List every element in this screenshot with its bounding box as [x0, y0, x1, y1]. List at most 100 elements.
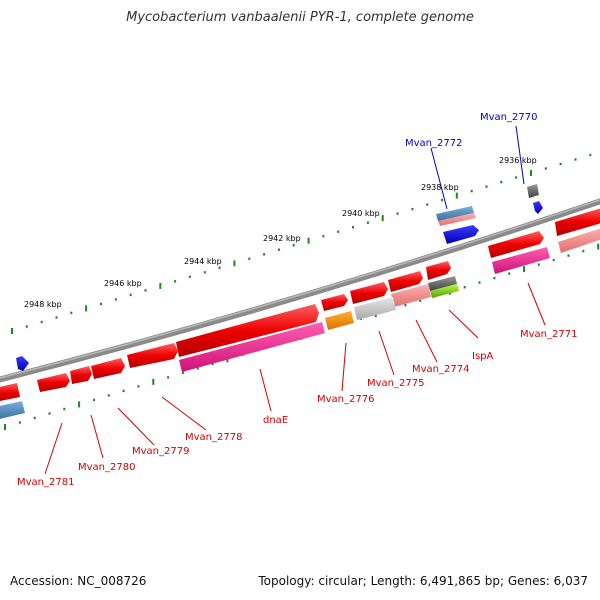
minor-tick [18, 421, 21, 424]
gene-arrow-right-edge-rna[interactable] [558, 227, 600, 253]
minor-tick [441, 198, 443, 202]
minor-tick [188, 275, 191, 278]
gene-arrow-left-edge-steel[interactable] [0, 401, 25, 420]
gene-arrow-mvan-2774-rna[interactable] [428, 276, 457, 291]
gene-arrow-mvan-2776[interactable] [350, 282, 388, 304]
major-tick [4, 424, 6, 430]
gene-arrow-mvan-2772-rna[interactable] [438, 213, 476, 226]
minor-tick [508, 272, 511, 275]
gene-arrow-mvan-2771-rna[interactable] [492, 247, 550, 274]
genome-backbone-highlight [0, 199, 600, 379]
gene-arrow-mvan-2781[interactable] [37, 373, 70, 392]
gene-arrow-small-red[interactable] [321, 294, 348, 311]
minor-tick [419, 299, 422, 302]
minor-tick [181, 371, 184, 375]
gene-label-mvan-2780[interactable]: Mvan_2780 [78, 462, 135, 473]
gene-arrow-mvan-2775-rna[interactable] [391, 284, 431, 307]
minor-tick [174, 280, 177, 283]
minor-tick [567, 254, 570, 257]
minor-tick [574, 158, 577, 161]
gene-arrow-mvan-2774[interactable] [430, 284, 459, 298]
major-tick [523, 266, 525, 273]
major-tick [78, 401, 81, 408]
minor-tick [515, 176, 518, 179]
gene-label-mvan-2776[interactable]: Mvan_2776 [317, 394, 374, 405]
minor-tick [218, 266, 221, 269]
minor-tick [589, 153, 592, 157]
gene-arrow-blue-left[interactable] [16, 356, 29, 371]
gene-label-dnae[interactable]: dnaE [263, 415, 288, 426]
major-tick [530, 170, 532, 176]
gene-arrow-dnae[interactable] [176, 304, 319, 357]
minor-tick [277, 248, 280, 251]
minor-tick [493, 276, 496, 280]
minor-tick [485, 185, 488, 188]
gene-label-mvan-2775[interactable]: Mvan_2775 [367, 378, 424, 389]
gene-arrow-mvan-2772[interactable] [436, 206, 474, 221]
gene-label-mvan-2774[interactable]: Mvan_2774 [412, 364, 469, 375]
gene-arrow-mvan-2776-rna[interactable] [354, 297, 396, 320]
gene-arrow-mvan-2770[interactable] [527, 184, 539, 198]
leader-line [259, 368, 272, 412]
leader-line [430, 147, 448, 210]
minor-tick [107, 394, 110, 397]
minor-tick [203, 271, 206, 274]
minor-tick [470, 189, 473, 193]
accession-text: Accession: NC_008726 [10, 574, 147, 588]
gene-label-ispa[interactable]: IspA [472, 351, 494, 362]
leader-line [341, 342, 347, 392]
gene-arrow-right-edge[interactable] [555, 207, 600, 236]
major-tick [85, 305, 88, 312]
minor-tick [404, 304, 407, 307]
gene-arrow-ispa[interactable] [426, 261, 451, 280]
minor-tick [40, 320, 43, 324]
minor-tick [426, 203, 429, 206]
gene-label-mvan-2771[interactable]: Mvan_2771 [520, 329, 577, 340]
minor-tick [582, 249, 585, 253]
minor-tick [211, 362, 214, 365]
leader-line [448, 309, 479, 339]
gene-arrow-left-edge[interactable] [0, 383, 20, 402]
minor-tick [122, 389, 125, 393]
minor-tick [463, 286, 466, 289]
gene-arrow-blue-small[interactable] [443, 225, 479, 244]
gene-arrow-dnae-rna[interactable] [179, 322, 325, 372]
gene-label-mvan-2778[interactable]: Mvan_2778 [185, 432, 242, 443]
kbp-label: 2938 kbp [421, 183, 459, 192]
gene-arrow-mvan-2778[interactable] [127, 343, 178, 368]
kbp-label: 2948 kbp [24, 300, 62, 309]
gene-label-mvan-2772[interactable]: Mvan_2772 [405, 138, 462, 149]
minor-tick [48, 412, 51, 415]
gene-arrow-blue-tiny[interactable] [533, 201, 543, 214]
genome-backbone [0, 198, 600, 383]
gene-label-mvan-2770[interactable]: Mvan_2770 [480, 112, 537, 123]
minor-tick [114, 298, 117, 301]
major-tick [597, 243, 600, 250]
major-tick [159, 282, 162, 289]
leader-line [378, 330, 395, 376]
kbp-label: 2946 kbp [104, 279, 142, 288]
gene-label-mvan-2781[interactable]: Mvan_2781 [17, 477, 74, 488]
gene-arrow-mvan-2775[interactable] [388, 271, 423, 292]
leader-line [44, 422, 63, 475]
kbp-label: 2942 kbp [263, 234, 301, 243]
kbp-label: 2944 kbp [184, 257, 222, 266]
major-tick [381, 215, 384, 222]
leader-line [515, 125, 525, 185]
gene-arrow-mvan-2779[interactable] [91, 358, 125, 379]
minor-tick [55, 316, 58, 319]
gene-arrow-orange[interactable] [325, 311, 354, 330]
minor-tick [366, 221, 369, 224]
minor-tick [137, 385, 140, 388]
minor-tick [478, 281, 481, 284]
gene-label-mvan-2779[interactable]: Mvan_2779 [132, 446, 189, 457]
gene-arrow-mvan-2771[interactable] [488, 231, 544, 258]
minor-tick [33, 416, 36, 420]
leader-line [527, 282, 546, 326]
minor-tick [544, 167, 547, 170]
minor-tick [196, 367, 199, 370]
major-tick [152, 378, 155, 385]
gene-arrow-mvan-2780[interactable] [70, 366, 92, 384]
minor-tick [292, 244, 295, 247]
minor-tick [100, 302, 102, 306]
